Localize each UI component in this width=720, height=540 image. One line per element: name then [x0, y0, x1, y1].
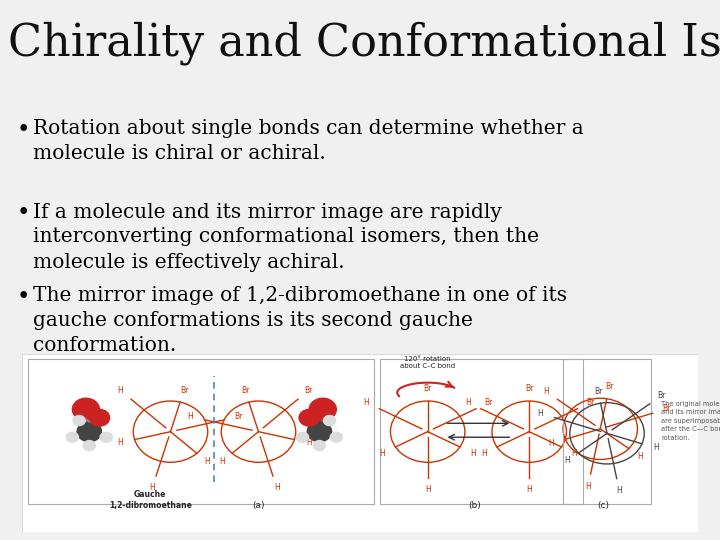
Circle shape — [73, 415, 85, 426]
Text: (a): (a) — [252, 501, 265, 510]
FancyBboxPatch shape — [22, 354, 698, 532]
Text: Br: Br — [305, 386, 312, 395]
Text: H: H — [549, 439, 554, 448]
Circle shape — [100, 432, 112, 442]
Text: H: H — [538, 409, 544, 418]
Text: H: H — [637, 452, 643, 461]
Text: H: H — [425, 485, 431, 494]
Circle shape — [299, 409, 320, 426]
Circle shape — [297, 432, 309, 442]
Text: Br: Br — [525, 384, 534, 393]
Text: H: H — [653, 443, 659, 453]
Text: H: H — [149, 483, 155, 492]
Text: Br: Br — [586, 398, 595, 407]
Text: (b): (b) — [469, 501, 482, 510]
Text: •: • — [17, 119, 30, 141]
Circle shape — [307, 422, 332, 442]
Text: H: H — [274, 483, 279, 492]
Text: The original molecule
and its mirror image
are superimposable
after the C—C bond: The original molecule and its mirror ima… — [661, 401, 720, 441]
Text: H: H — [543, 387, 549, 396]
Circle shape — [77, 422, 102, 442]
Text: H: H — [616, 486, 622, 495]
Text: H: H — [364, 398, 369, 407]
Text: H: H — [465, 398, 471, 407]
Text: Br: Br — [662, 404, 671, 414]
Text: Br: Br — [240, 386, 249, 395]
Text: H: H — [306, 438, 312, 447]
Text: H: H — [564, 456, 570, 465]
Text: H: H — [117, 386, 123, 395]
Text: H: H — [204, 457, 210, 467]
Text: Chirality and Conformational Isomers: Chirality and Conformational Isomers — [8, 22, 720, 65]
Text: H: H — [187, 412, 193, 421]
Text: (c): (c) — [598, 501, 610, 510]
Circle shape — [323, 415, 336, 426]
Text: Gauche
1,2-dibromoethane: Gauche 1,2-dibromoethane — [109, 490, 192, 510]
Circle shape — [310, 399, 336, 421]
Text: Br: Br — [657, 392, 665, 401]
Text: Rotation about single bonds can determine whether a
molecule is chiral or achira: Rotation about single bonds can determin… — [33, 119, 584, 163]
Text: Br: Br — [180, 386, 188, 395]
Circle shape — [72, 399, 99, 421]
Text: Br: Br — [423, 384, 432, 393]
Text: H: H — [470, 449, 476, 457]
Text: Br: Br — [485, 398, 493, 407]
Text: H: H — [219, 457, 225, 467]
Text: H: H — [585, 482, 591, 491]
Text: H: H — [117, 438, 123, 447]
Text: Br: Br — [594, 387, 602, 396]
Circle shape — [89, 409, 109, 426]
Text: H: H — [572, 449, 577, 457]
Text: H: H — [379, 449, 385, 457]
Text: 120° rotation
about C–C bond: 120° rotation about C–C bond — [400, 355, 455, 369]
Circle shape — [313, 441, 325, 450]
Text: The mirror image of 1,2-dibromoethane in one of its
gauche conformations is its : The mirror image of 1,2-dibromoethane in… — [33, 286, 567, 355]
Circle shape — [66, 432, 78, 442]
Text: H: H — [526, 485, 532, 494]
Text: H: H — [481, 449, 487, 457]
Circle shape — [330, 432, 343, 442]
Text: •: • — [17, 202, 30, 225]
Text: If a molecule and its mirror image are rapidly
interconverting conformational is: If a molecule and its mirror image are r… — [33, 202, 539, 272]
Text: Br: Br — [605, 382, 613, 391]
Text: •: • — [17, 286, 30, 308]
Circle shape — [84, 441, 95, 450]
Text: Br: Br — [235, 412, 243, 421]
